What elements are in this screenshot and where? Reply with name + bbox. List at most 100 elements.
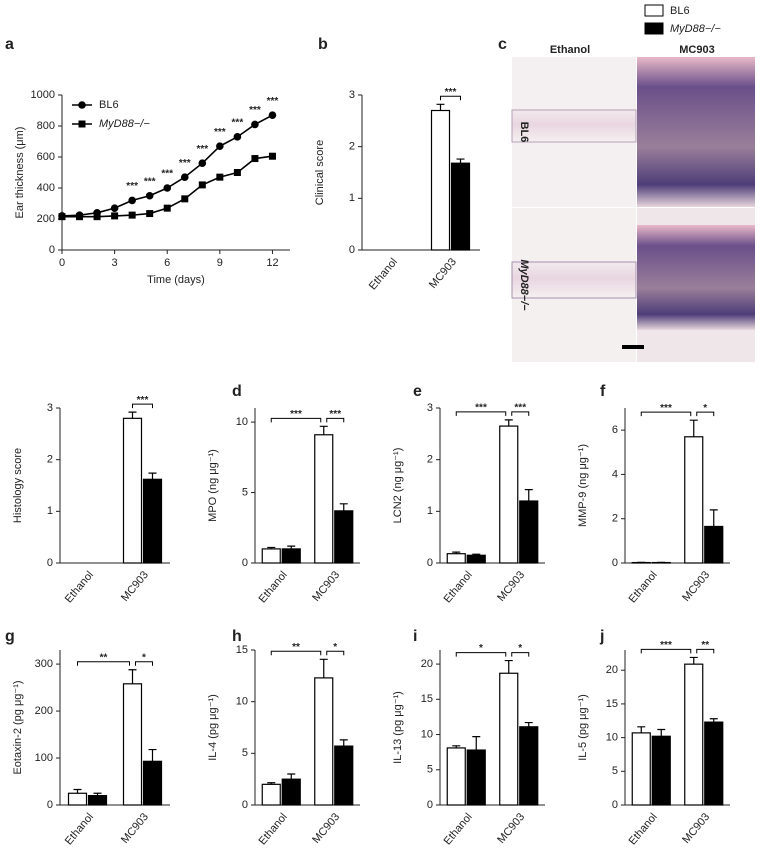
significance: *** — [126, 181, 138, 192]
point — [93, 213, 101, 221]
panel-label: e — [413, 383, 422, 400]
y-tick-label: 2 — [47, 454, 53, 466]
panel-label: b — [318, 36, 328, 53]
point — [233, 133, 242, 141]
point — [146, 210, 154, 218]
y-tick-label: 1 — [47, 505, 53, 517]
significance: *** — [232, 117, 244, 128]
y-tick-label: 600 — [37, 151, 55, 163]
error-bar — [287, 773, 296, 780]
significance-bracket — [455, 411, 507, 416]
error-bar — [287, 545, 296, 549]
y-tick-label: 2 — [349, 141, 355, 153]
error-bar — [504, 659, 513, 674]
x-tick-label: MC903 — [680, 569, 712, 604]
panel-label: f — [600, 383, 606, 400]
y-tick-label: 0 — [47, 557, 53, 569]
y-tick-label: 10 — [236, 416, 248, 428]
bar — [631, 732, 651, 806]
y-tick-label: 10 — [236, 696, 248, 708]
x-axis-title: Time (days) — [147, 274, 205, 286]
point — [128, 196, 136, 205]
bar — [446, 553, 466, 564]
y-tick-label: 1 — [427, 505, 433, 517]
error-bar — [148, 472, 157, 480]
y-tick-label: 4 — [612, 468, 618, 480]
significance: *** — [660, 403, 672, 414]
y-axis-title: LCN2 (ng μg⁻¹) — [392, 448, 404, 524]
error-bar — [267, 546, 276, 549]
x-tick-label: MC903 — [680, 811, 712, 846]
tissue — [511, 109, 637, 143]
significance: * — [479, 643, 483, 654]
legend: BL6 MyD88−/− — [644, 4, 721, 35]
significance-bracket — [270, 650, 322, 656]
y-tick-label: 0 — [242, 799, 248, 811]
significance: *** — [267, 96, 279, 107]
bar — [122, 683, 143, 806]
y-tick-label: 5 — [427, 764, 433, 776]
significance: *** — [161, 169, 173, 180]
y-tick-label: 1000 — [31, 89, 55, 101]
y-tick-label: 0 — [427, 799, 433, 811]
row-label: MyD88−/− — [518, 259, 530, 311]
legend-label: BL6 — [670, 5, 690, 17]
significance-bracket — [640, 411, 692, 417]
error-bar — [504, 419, 513, 427]
y-tick-label: 0 — [612, 799, 618, 811]
bar — [499, 425, 519, 564]
error-bar — [709, 509, 718, 527]
error-bar — [524, 489, 533, 501]
error-bar — [128, 669, 137, 684]
bar — [281, 778, 301, 806]
error-bar — [472, 553, 481, 556]
x-tick-label: MC903 — [310, 811, 342, 846]
significance: * — [518, 643, 522, 654]
y-tick-label: 20 — [421, 658, 433, 670]
y-axis-title: MPO (ng μg⁻¹) — [207, 449, 219, 522]
bar — [430, 109, 451, 251]
bar — [704, 721, 724, 806]
x-tick-label: MC903 — [119, 811, 151, 846]
series-line — [61, 114, 273, 217]
legend-swatch — [644, 4, 664, 17]
error-bar — [436, 103, 445, 111]
bar — [142, 478, 163, 564]
bar — [334, 510, 354, 564]
y-tick-label: 5 — [242, 747, 248, 759]
significance-bracket — [696, 648, 715, 654]
significance: * — [333, 642, 337, 653]
significance: *** — [179, 158, 191, 169]
bar — [450, 162, 471, 251]
significance: *** — [249, 105, 261, 116]
x-tick-label: MC903 — [310, 569, 342, 604]
panel-label: i — [413, 628, 417, 645]
point — [268, 111, 277, 119]
y-tick-label: 1 — [349, 192, 355, 204]
significance-bracket — [326, 650, 345, 656]
histology-panel: c Ethanol MC903 BL6 MyD88−/− — [498, 36, 755, 362]
x-tick-label: MC903 — [495, 569, 527, 604]
point — [216, 173, 224, 181]
y-tick-label: 3 — [427, 402, 433, 414]
y-tick-label: 300 — [35, 658, 53, 670]
significance-bracket — [511, 652, 530, 657]
significance-bracket — [640, 648, 692, 654]
error-bar — [689, 656, 698, 665]
y-axis-title: Clinical score — [314, 140, 326, 205]
y-tick-label: 800 — [37, 120, 55, 132]
point — [251, 120, 259, 129]
x-tick-label: Ethanol — [627, 811, 660, 847]
significance: *** — [329, 409, 341, 420]
x-tick-label: MC903 — [427, 256, 459, 291]
error-bar — [319, 425, 328, 435]
significance: *** — [475, 403, 487, 414]
error-bar — [657, 728, 666, 737]
bar — [142, 760, 163, 806]
bar — [519, 500, 539, 564]
y-axis-title: Eotaxin-2 (pg μg⁻¹) — [12, 680, 24, 774]
point — [76, 213, 84, 221]
point — [181, 195, 189, 203]
y-tick-label: 5 — [242, 486, 248, 498]
x-tick-label: Ethanol — [442, 811, 475, 847]
